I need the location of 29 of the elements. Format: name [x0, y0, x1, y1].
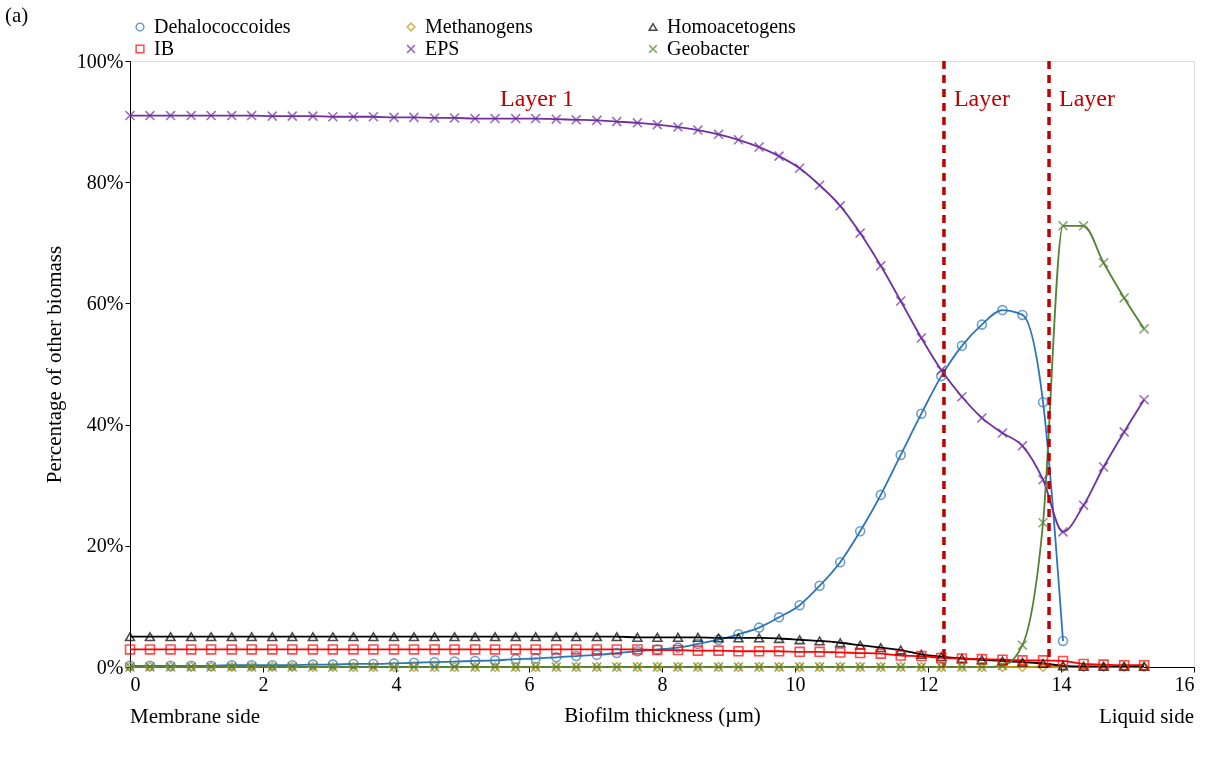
x-axis-title: Biofilm thickness (µm)	[564, 702, 761, 727]
legend-label: Dehalococcoides	[154, 15, 291, 37]
y-axis-title: Percentage of other biomass	[41, 245, 66, 484]
y-tick-label: 20%	[86, 534, 124, 557]
x-tick-label: 16	[1174, 672, 1195, 695]
legend-label: Homoacetogens	[667, 15, 797, 38]
text: (a)	[5, 3, 29, 27]
legend-label: EPS	[425, 37, 460, 59]
y-tick-label: 100%	[76, 49, 124, 72]
annotation: Layer	[953, 85, 1010, 111]
annotation: Layer	[1059, 85, 1115, 111]
x-tick-label: 0	[130, 672, 141, 695]
y-tick-label: 0%	[96, 655, 124, 678]
annotation: Layer 1	[500, 85, 574, 111]
text: Liquid side	[1098, 704, 1194, 728]
x-tick-label: 14	[1051, 672, 1072, 695]
x-tick-label: 12	[918, 672, 939, 695]
legend-label: IB	[154, 37, 174, 59]
x-tick-label: 10	[785, 672, 806, 695]
x-tick-label: 4	[391, 672, 402, 695]
x-tick-label: 8	[657, 672, 668, 695]
legend-label: Methanogens	[425, 15, 533, 38]
text: Membrane side	[130, 704, 261, 728]
x-tick-label: 6	[524, 672, 535, 695]
y-tick-label: 80%	[86, 170, 124, 193]
y-tick-label: 60%	[86, 291, 124, 314]
x-tick-label: 2	[258, 672, 269, 695]
y-tick-label: 40%	[86, 413, 124, 436]
legend-label: Geobacter	[667, 37, 750, 59]
